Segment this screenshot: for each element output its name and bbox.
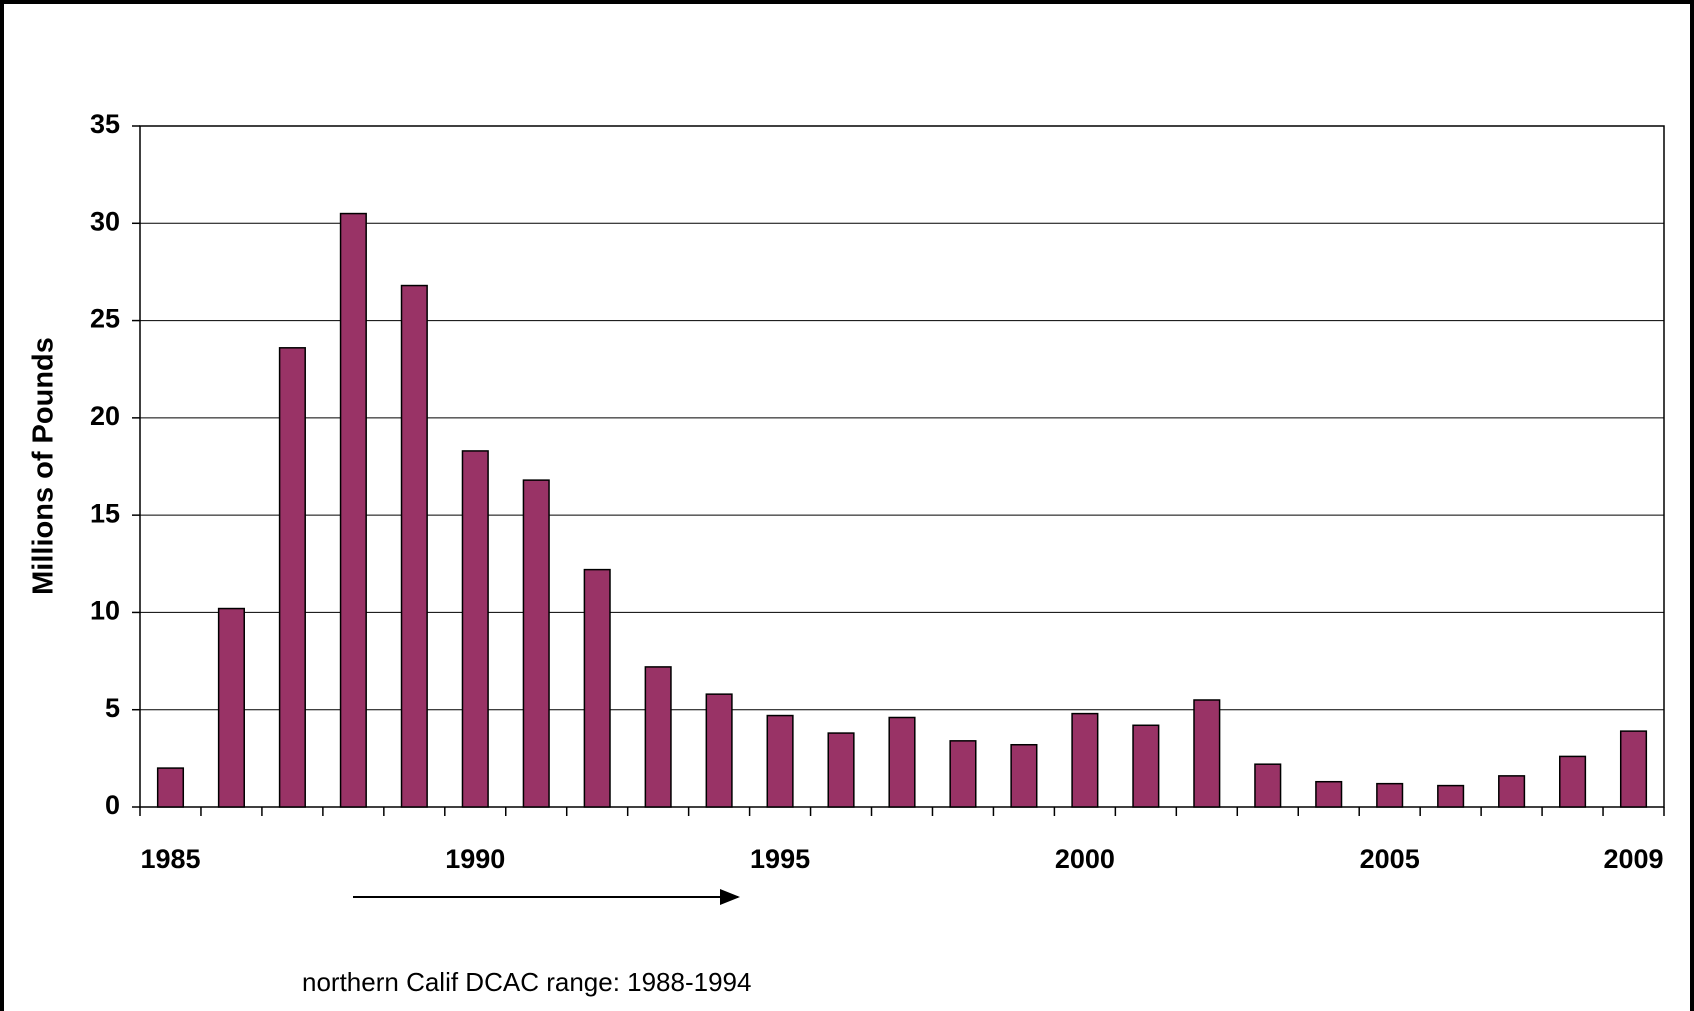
bar bbox=[1376, 782, 1404, 808]
bar bbox=[522, 479, 550, 808]
bar bbox=[1315, 780, 1343, 808]
annotation: northern Calif DCAC range: 1988-1994 bbox=[302, 967, 751, 997]
bar bbox=[644, 666, 672, 808]
bar bbox=[217, 607, 245, 808]
y-tick-label: 20 bbox=[90, 401, 120, 431]
bar bbox=[583, 568, 611, 808]
x-tick-label: 2000 bbox=[1055, 844, 1115, 874]
bar bbox=[705, 693, 733, 808]
bar bbox=[949, 740, 977, 808]
bar bbox=[400, 284, 428, 808]
bar bbox=[339, 212, 367, 808]
x-tick-label: 2009 bbox=[1603, 844, 1663, 874]
bar bbox=[1559, 755, 1587, 808]
x-tick-label: 1990 bbox=[445, 844, 505, 874]
y-tick-label: 0 bbox=[105, 790, 120, 820]
y-tick-label: 15 bbox=[90, 498, 120, 528]
y-axis-label: Millions of Pounds bbox=[28, 337, 60, 595]
bar bbox=[156, 767, 185, 808]
bar bbox=[1619, 730, 1648, 808]
y-tick-label: 25 bbox=[90, 304, 120, 334]
bar bbox=[1071, 712, 1099, 808]
bar bbox=[888, 716, 916, 808]
bar bbox=[827, 732, 855, 808]
x-tick-label: 1985 bbox=[140, 844, 200, 874]
bar bbox=[1254, 763, 1282, 808]
plot-area bbox=[139, 125, 1665, 808]
y-tick-label: 10 bbox=[90, 596, 120, 626]
y-tick-label: 35 bbox=[90, 109, 120, 139]
bar bbox=[1010, 743, 1038, 808]
bar bbox=[1132, 724, 1160, 808]
bar bbox=[278, 347, 306, 808]
x-tick-label: 1995 bbox=[750, 844, 810, 874]
y-tick-label: 5 bbox=[105, 693, 120, 723]
bar bbox=[766, 714, 794, 808]
x-tick-label: 2005 bbox=[1360, 844, 1420, 874]
bar bbox=[1193, 699, 1221, 808]
bar bbox=[1437, 784, 1465, 808]
bar bbox=[461, 450, 489, 808]
bar bbox=[1498, 775, 1526, 808]
y-tick-label: 30 bbox=[90, 206, 120, 236]
